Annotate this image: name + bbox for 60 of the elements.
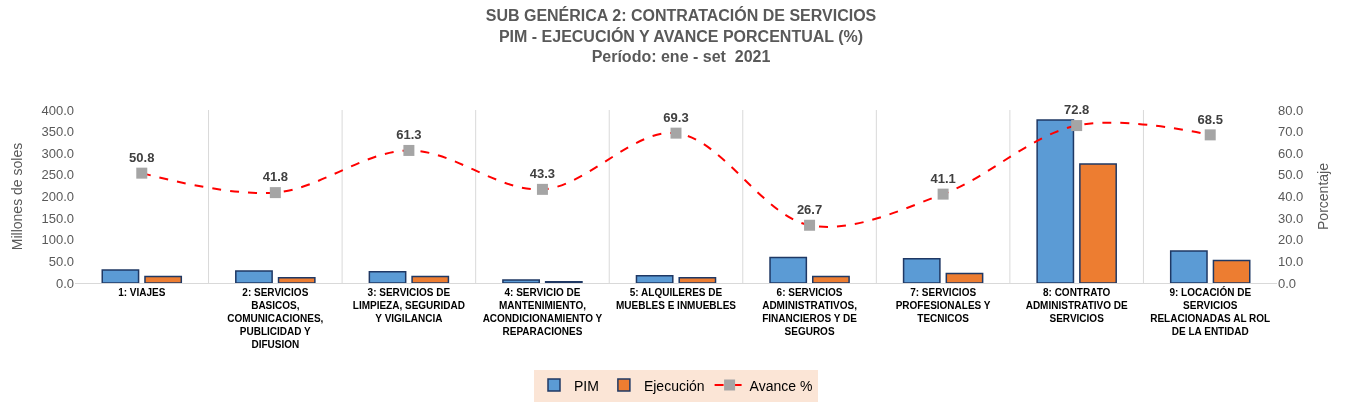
data-label: 69.3	[663, 110, 689, 126]
x-tick-label: 4: SERVICIO DE MANTENIMIENTO, ACONDICIONAMIENTO Y REPARACIONES	[482, 287, 603, 337]
y-tick-label: 250.0	[41, 167, 74, 183]
y2-tick-label: 70.0	[1278, 124, 1304, 140]
data-label: 26.7	[796, 202, 823, 218]
y2-tick-label: 50.0	[1278, 167, 1304, 183]
x-tick-label: 7: SERVICIOS PROFESIONALES Y TECNICOS	[895, 287, 991, 324]
bar	[144, 275, 183, 283]
bar	[101, 269, 140, 283]
x-tick-label: 9: LOCACIÓN DE SERVICIOS RELACIONADAS AL ROL DE LA ENTIDAD	[1150, 286, 1271, 337]
bar	[678, 277, 717, 283]
bar	[1212, 259, 1251, 283]
y-tick-label: 100.0	[41, 232, 74, 248]
chart-title: SUB GENÉRICA 2: CONTRATACIÓN DE SERVICIOS	[485, 5, 877, 24]
y2-tick-label: 20.0	[1278, 232, 1304, 248]
chart-subtitle: PIM - EJECUCIÓN Y AVANCE PORCENTUAL (%) Período: ene - set 2021	[498, 26, 864, 66]
bar	[902, 258, 941, 283]
bar	[502, 279, 540, 283]
y2-tick-label: 80.0	[1278, 102, 1304, 118]
y-tick-label: 50.0	[48, 253, 74, 269]
data-label: 41.8	[262, 169, 288, 185]
bar	[945, 272, 984, 283]
bar	[769, 256, 808, 283]
data-label: 61.3	[396, 127, 422, 143]
bar	[368, 271, 407, 283]
y-axis-title: Millones de soles	[9, 142, 26, 251]
bar	[1036, 119, 1075, 283]
y2-tick-label: 60.0	[1278, 145, 1304, 161]
y2-tick-label: 40.0	[1278, 189, 1304, 205]
x-tick-label: 8: CONTRATO ADMINISTRATIVO DE SERVICIOS	[1025, 287, 1129, 324]
x-tick-label: 2: SERVICIOS BASICOS, COMUNICACIONES, PUBLICIDAD Y DIFUSION	[227, 287, 324, 350]
bar	[277, 277, 316, 283]
legend-label: PIM	[574, 377, 599, 394]
y-tick-label: 300.0	[41, 145, 74, 161]
legend-label: Avance %	[749, 377, 813, 394]
data-label: 43.3	[529, 166, 556, 182]
x-tick-label: 6: SERVICIOS ADMINISTRATIVOS, FINANCIEROS Y DE SEGUROS	[762, 287, 858, 337]
y2-tick-label: 0.0	[1278, 275, 1297, 291]
bar	[812, 275, 850, 283]
x-tick-label: 1: VIAJES	[118, 287, 166, 298]
bar	[235, 270, 273, 283]
y-tick-label: 350.0	[41, 124, 74, 140]
data-label: 50.8	[129, 150, 155, 166]
data-label: 68.5	[1197, 111, 1223, 127]
data-label: 72.8	[1064, 102, 1090, 118]
y2-tick-label: 30.0	[1278, 210, 1304, 226]
y2-tick-label: 10.0	[1278, 253, 1304, 269]
data-label: 41.1	[930, 170, 956, 186]
x-tick-label: 3: SERVICIOS DE LIMPIEZA, SEGURIDAD Y VIGILANCIA	[352, 287, 466, 324]
bar	[1169, 250, 1208, 283]
y-tick-label: 200.0	[41, 189, 74, 205]
x-tick-label: 5: ALQUILERES DE MUEBLES E INMUEBLES	[615, 287, 737, 311]
y-tick-label: 0.0	[55, 275, 74, 291]
bar	[411, 275, 450, 283]
y-tick-label: 150.0	[41, 210, 74, 226]
y-tick-label: 400.0	[41, 102, 74, 118]
bar	[1079, 163, 1117, 283]
y2-axis-title: Porcentaje	[1314, 162, 1331, 230]
legend-label: Ejecución	[643, 377, 705, 394]
bar	[635, 274, 674, 283]
